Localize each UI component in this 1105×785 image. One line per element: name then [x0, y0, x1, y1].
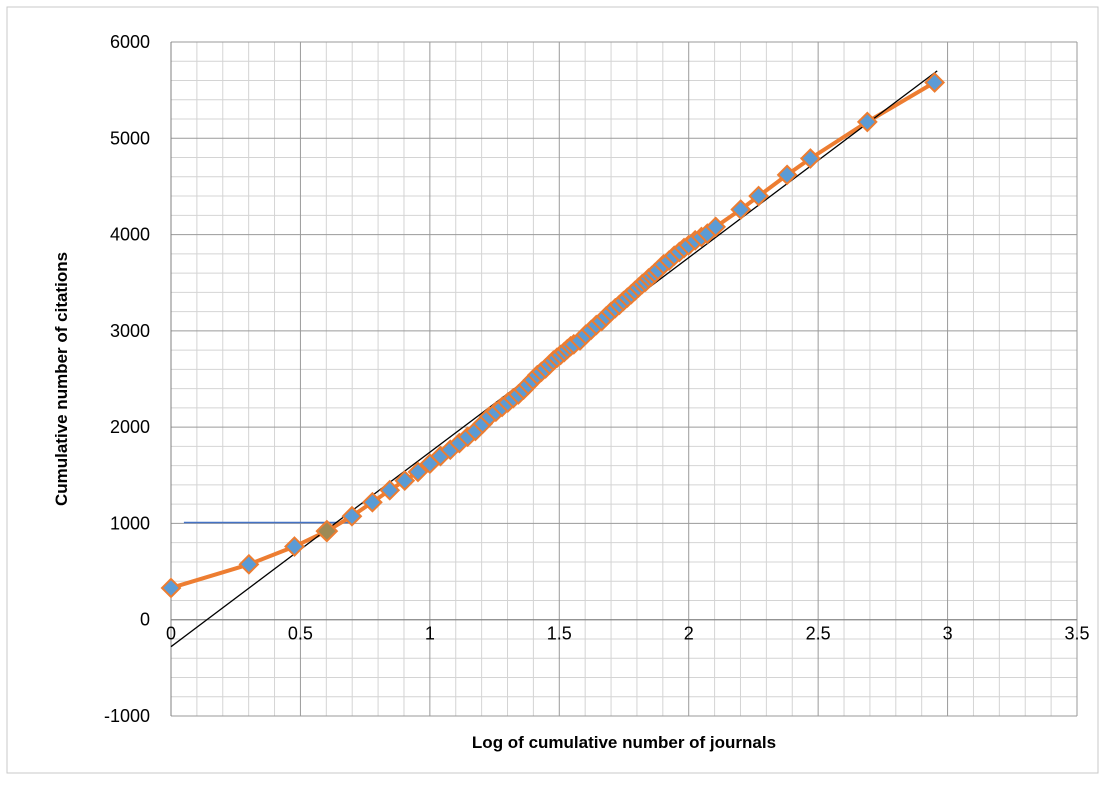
data-point [856, 111, 878, 133]
data-point [705, 216, 727, 238]
data-point [799, 148, 821, 169]
highlighted-data-point [315, 519, 339, 543]
x-tick-label: 3 [943, 624, 953, 644]
y-tick-label: 0 [140, 610, 150, 630]
x-tick-label: 3.5 [1064, 624, 1089, 644]
y-tick-label: 4000 [110, 225, 150, 245]
x-tick-label: 1.5 [547, 624, 572, 644]
y-tick-label: 3000 [110, 321, 150, 341]
data-point [379, 479, 401, 501]
x-tick-label: 0.5 [288, 624, 313, 644]
y-axis-title: Cumulative number of citations [52, 252, 71, 506]
data-point [284, 536, 305, 557]
y-tick-label: 6000 [110, 32, 150, 52]
axes [170, 42, 1077, 716]
data-point [160, 577, 182, 599]
x-axis-tick-labels: 0 0.5 1 1.5 2 2.5 3 3.5 [166, 624, 1090, 644]
data-point [730, 199, 752, 220]
data-point [776, 164, 798, 186]
data-point [924, 72, 946, 93]
y-tick-label: 2000 [110, 417, 150, 437]
y-tick-label: 5000 [110, 128, 150, 148]
data-point [407, 461, 429, 483]
x-tick-label: 0 [166, 624, 176, 644]
y-tick-label: -1000 [104, 706, 150, 726]
data-markers [160, 72, 946, 599]
x-tick-label: 2 [684, 624, 694, 644]
chart-border [6, 6, 1099, 774]
data-point [748, 185, 770, 207]
data-point [394, 470, 416, 491]
x-tick-label: 2.5 [806, 624, 831, 644]
y-axis-tick-labels: -1000 0 1000 2000 3000 4000 5000 6000 [104, 32, 150, 726]
data-point [238, 553, 260, 575]
x-axis-title: Log of cumulative number of journals [472, 733, 776, 752]
data-point [361, 491, 383, 513]
x-tick-label: 1 [425, 624, 435, 644]
minor-gridlines [171, 42, 1077, 716]
y-tick-label: 1000 [110, 513, 150, 533]
data-point [341, 505, 363, 527]
